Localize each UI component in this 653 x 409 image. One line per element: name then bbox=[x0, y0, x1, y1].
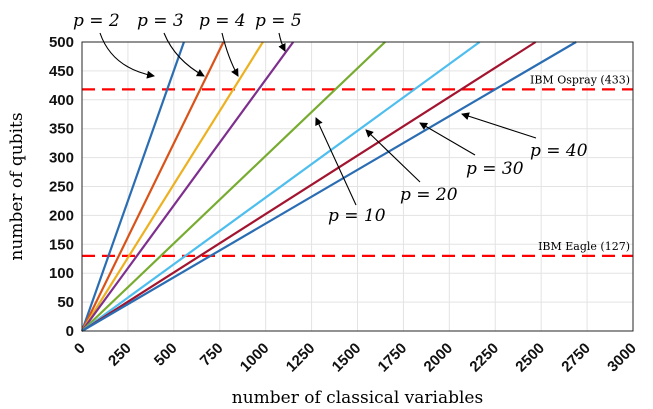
annotation-label: p = 2 bbox=[73, 11, 120, 31]
annotation-label: p = 5 bbox=[255, 11, 302, 31]
series-lines bbox=[80, 41, 577, 332]
annotation-label: p = 10 bbox=[328, 206, 386, 226]
reference-line-label: IBM Eagle (127) bbox=[538, 240, 630, 253]
y-axis-label: number of qubits bbox=[7, 112, 27, 260]
x-tick-label: 3000 bbox=[604, 340, 640, 376]
series-line bbox=[80, 41, 185, 332]
annotation-arrow bbox=[163, 32, 205, 77]
x-tick-label: 2250 bbox=[466, 340, 502, 376]
series-line bbox=[81, 41, 537, 332]
y-tick-label: 350 bbox=[49, 121, 74, 138]
x-axis-label: number of classical variables bbox=[232, 388, 483, 408]
x-tick-label: 500 bbox=[151, 340, 181, 370]
annotation-label: p = 40 bbox=[530, 141, 588, 161]
x-tick-label: 1750 bbox=[375, 340, 411, 376]
y-tick-label: 250 bbox=[49, 179, 74, 196]
annotation-label: p = 30 bbox=[466, 159, 524, 179]
x-tick-label: 2000 bbox=[421, 340, 457, 376]
annotation-label: p = 3 bbox=[137, 11, 184, 31]
x-tick-label: 1250 bbox=[283, 340, 319, 376]
annotation-arrow bbox=[315, 117, 357, 206]
plot-frame bbox=[81, 41, 634, 332]
x-tick-label: 250 bbox=[105, 340, 135, 370]
y-tick-label: 500 bbox=[49, 34, 74, 51]
x-tick-label: 2750 bbox=[558, 340, 594, 376]
annotation-arrow bbox=[365, 129, 421, 183]
y-tick-label: 0 bbox=[66, 323, 74, 340]
y-tick-label: 400 bbox=[49, 92, 74, 109]
annotation-label: p = 4 bbox=[199, 11, 246, 31]
x-tick-label: 2500 bbox=[512, 340, 548, 376]
y-tick-label: 200 bbox=[49, 207, 74, 224]
y-tick-label: 150 bbox=[49, 236, 74, 253]
x-tick-label: 750 bbox=[197, 340, 227, 370]
reference-line-label: IBM Ospray (433) bbox=[530, 73, 630, 86]
annotations: p = 2 p = 3 p = 4 p = 5 p = 10 p = 20 p = 30 p … bbox=[73, 11, 588, 226]
annotation-arrow bbox=[221, 32, 239, 77]
annotation-arrow bbox=[419, 122, 476, 156]
series-line bbox=[81, 41, 577, 332]
annotation-arrow bbox=[278, 32, 286, 52]
reference-lines: IBM Ospray (433) IBM Eagle (127) bbox=[82, 73, 633, 257]
series-line bbox=[81, 41, 481, 332]
x-tick-label: 0 bbox=[71, 340, 89, 358]
series-line bbox=[81, 41, 225, 332]
series-line bbox=[81, 41, 295, 332]
series-line bbox=[81, 41, 264, 332]
series-line bbox=[81, 41, 386, 332]
y-tick-label: 100 bbox=[49, 265, 74, 282]
x-tick-label: 1000 bbox=[237, 340, 273, 376]
annotation-arrow bbox=[99, 32, 155, 79]
annotation-label: p = 20 bbox=[400, 185, 458, 205]
x-tick-label: 1500 bbox=[329, 340, 365, 376]
y-tick-label: 50 bbox=[57, 294, 74, 311]
y-tick-label: 300 bbox=[49, 150, 74, 167]
y-tick-label: 450 bbox=[49, 63, 74, 80]
annotation-arrow bbox=[461, 112, 537, 139]
